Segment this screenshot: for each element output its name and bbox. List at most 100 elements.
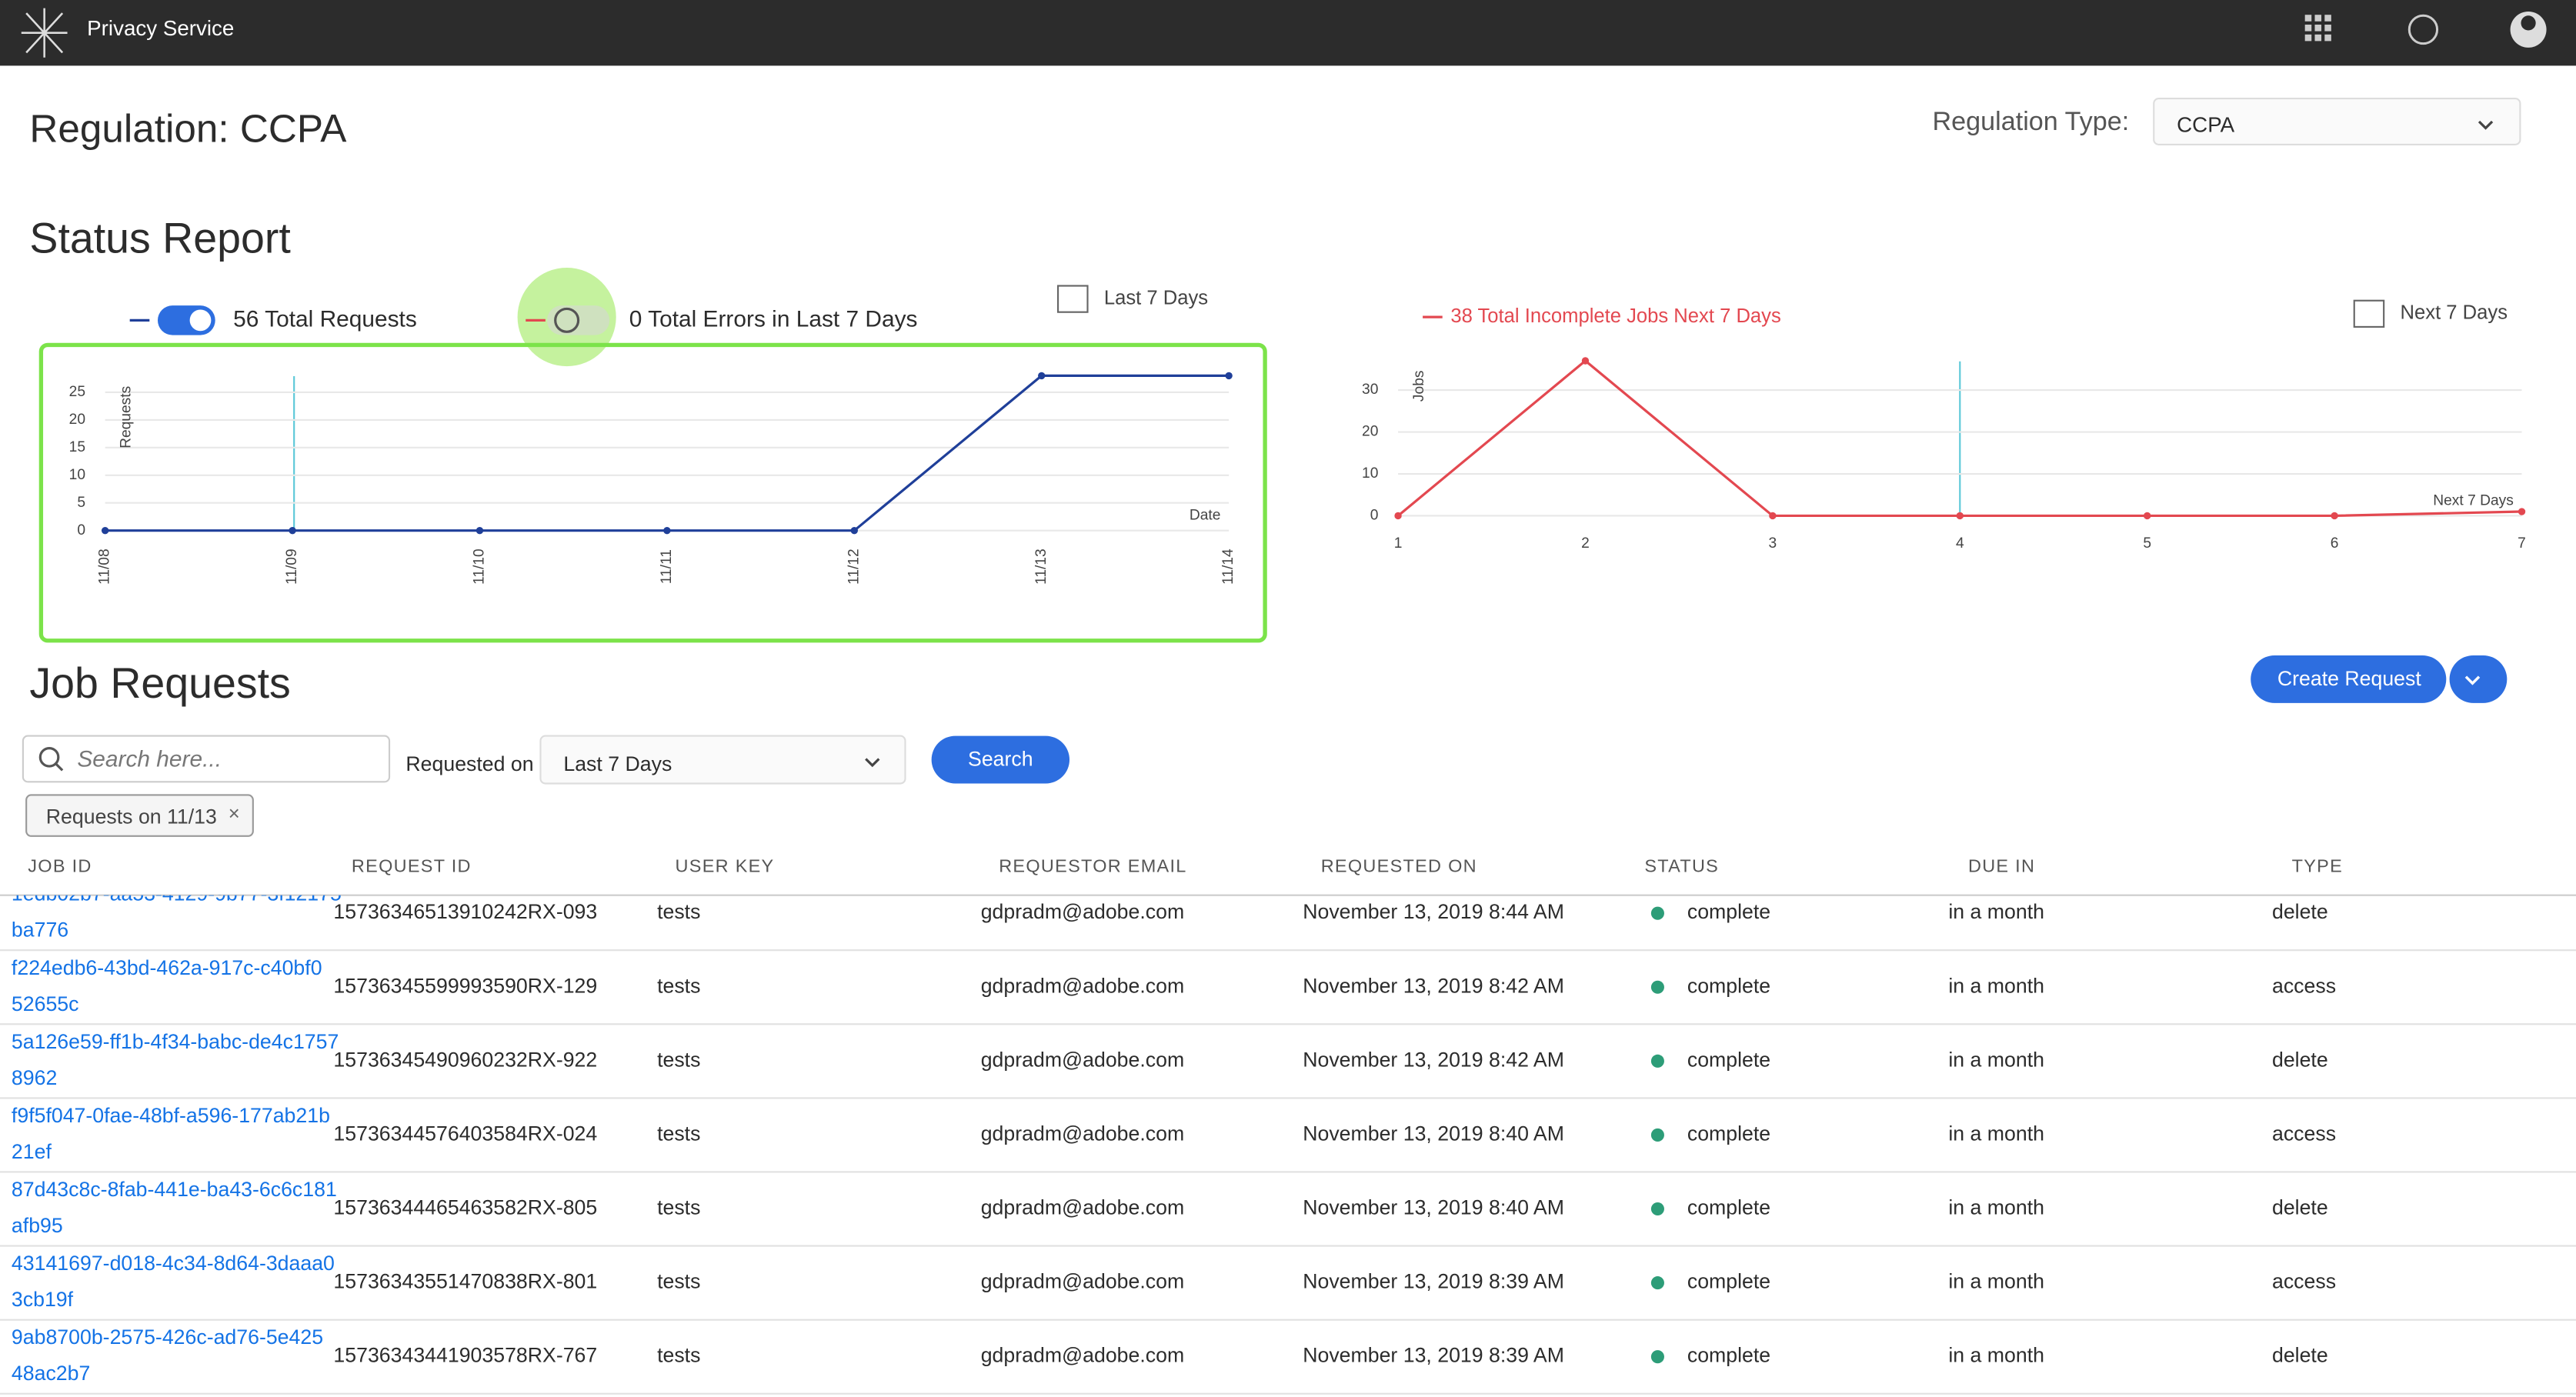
x-tick-label: 11/09: [284, 548, 300, 585]
data-point: [101, 526, 109, 535]
x-axis-label: Date: [1190, 508, 1221, 524]
status-dot: [1650, 1054, 1664, 1068]
table-cell: access: [2272, 974, 2336, 997]
table-cell: complete: [1687, 900, 1770, 923]
table-cell: in a month: [1948, 1344, 2044, 1367]
search-icon: [38, 746, 60, 768]
table-cell: in a month: [1948, 1048, 2044, 1071]
help-icon[interactable]: [2407, 14, 2439, 45]
y-tick-label: 0: [77, 522, 85, 538]
table-cell: gdpradm@adobe.com: [981, 900, 1184, 923]
filter-tag[interactable]: [25, 794, 254, 837]
table-cell: gdpradm@adobe.com: [981, 1122, 1184, 1145]
table-cell: complete: [1687, 974, 1770, 997]
x-tick-label: 11/08: [97, 548, 113, 585]
table-cell: tests: [657, 1270, 700, 1293]
filter-tag-close[interactable]: ×: [229, 803, 240, 825]
table-cell: gdpradm@adobe.com: [981, 1196, 1184, 1219]
table-cell: tests: [657, 1122, 700, 1145]
job-id-link[interactable]: 8962: [12, 1066, 57, 1089]
regulation-label: Regulation Type:: [1932, 107, 2129, 136]
job-id-link[interactable]: afb95: [12, 1214, 63, 1237]
x-tick-label: 3: [1769, 535, 1777, 552]
job-id-link[interactable]: 1edb02b7-aa53-4129-9b77-3f12175: [12, 882, 342, 905]
column-header: JOB ID: [28, 856, 92, 876]
job-id-link[interactable]: ba776: [12, 919, 68, 942]
job-id-link[interactable]: 9ab8700b-2575-426c-ad76-5e425: [12, 1325, 323, 1349]
legend-label: 38 Total Incomplete Jobs Next 7 Days: [1450, 305, 1780, 327]
data-point: [475, 526, 484, 535]
column-header: DUE IN: [1968, 856, 2035, 876]
x-tick-label: 6: [2331, 535, 2339, 552]
regulation-value: CCPA: [2177, 113, 2235, 137]
table-cell: complete: [1687, 1270, 1770, 1293]
table-cell: access: [2272, 1122, 2336, 1145]
y-tick-label: 20: [69, 412, 85, 428]
job-id-link[interactable]: f9f5f047-0fae-48bf-a596-177ab21b: [12, 1104, 330, 1127]
job-id-link[interactable]: 43141697-d018-4c34-8d64-3daaa0: [12, 1252, 335, 1275]
y-tick-label: 30: [1362, 382, 1378, 398]
create-request-button[interactable]: [2251, 655, 2447, 703]
search-input[interactable]: [22, 735, 391, 783]
search-placeholder: Search here...: [77, 746, 222, 772]
status-dot: [1650, 980, 1664, 994]
job-id-link[interactable]: 21ef: [12, 1140, 52, 1163]
table-cell: gdpradm@adobe.com: [981, 1270, 1184, 1293]
x-tick-label: 1: [1394, 535, 1403, 552]
data-point: [1038, 372, 1046, 380]
job-id-link[interactable]: f224edb6-43bd-462a-917c-c40bf0: [12, 956, 322, 979]
data-point: [850, 526, 859, 535]
column-header: REQUESTOR EMAIL: [999, 856, 1186, 876]
button-label: Create Request: [2277, 667, 2422, 690]
column-header: USER KEY: [676, 856, 775, 876]
y-tick-label: 0: [1370, 508, 1379, 524]
table-cell: in a month: [1948, 1122, 2044, 1145]
apps-icon[interactable]: [2304, 15, 2331, 42]
table-cell: in a month: [1948, 1270, 2044, 1293]
filter-tag-label: Requests on 11/13: [46, 805, 217, 828]
chevron: [2478, 120, 2494, 130]
chevron: [2464, 675, 2481, 685]
top-bar: [0, 0, 2576, 66]
app-name: Privacy Service: [87, 16, 234, 40]
y-axis-label: Jobs: [1411, 370, 1427, 402]
data-point: [1581, 357, 1590, 365]
table-cell: 15736344465463582RX-805: [333, 1196, 597, 1219]
column-header: REQUESTED ON: [1321, 856, 1477, 876]
job-id-link[interactable]: 87d43c8c-8fab-441e-ba43-6c6c181: [12, 1178, 337, 1201]
status-dot: [1650, 1350, 1664, 1364]
data-point: [1394, 512, 1402, 520]
status-dot: [1650, 1202, 1664, 1216]
requested-on-select[interactable]: [539, 735, 906, 785]
column-header: REQUEST ID: [352, 856, 472, 876]
x-tick-label: 11/10: [472, 548, 488, 585]
table-cell: tests: [657, 1048, 700, 1071]
data-point: [663, 526, 671, 535]
requested-on-value: Last 7 Days: [563, 752, 672, 775]
y-tick-label: 5: [77, 495, 85, 511]
table-cell: 15736344576403584RX-024: [333, 1122, 597, 1145]
job-id-link[interactable]: 52655c: [12, 992, 79, 1015]
calendar-icon[interactable]: [2353, 299, 2385, 328]
table-cell: tests: [657, 1344, 700, 1367]
regulation-select[interactable]: [2153, 98, 2521, 145]
job-id-link[interactable]: 3cb19f: [12, 1288, 74, 1311]
job-id-link[interactable]: 5a126e59-ff1b-4f34-babc-de4c1757: [12, 1030, 339, 1053]
x-tick-label: 5: [2143, 535, 2151, 552]
chart-highlight: [38, 342, 1267, 643]
table-cell: November 13, 2019 8:39 AM: [1303, 1344, 1564, 1367]
job-id-link[interactable]: 48ac2b7: [12, 1362, 90, 1385]
table-cell: delete: [2272, 1048, 2328, 1071]
x-tick-label: 7: [2518, 535, 2526, 552]
status-dot: [1650, 1128, 1664, 1142]
x-axis-label: Next 7 Days: [2433, 492, 2514, 508]
calendar-icon[interactable]: [1057, 285, 1089, 313]
data-point: [1225, 372, 1233, 380]
y-tick-label: 10: [69, 467, 85, 483]
x-tick-label: 11/12: [846, 548, 862, 585]
data-point: [2144, 512, 2151, 520]
search-button[interactable]: [931, 735, 1070, 784]
data-point: [2518, 508, 2526, 515]
table-cell: delete: [2272, 900, 2328, 923]
data-point: [289, 526, 296, 535]
